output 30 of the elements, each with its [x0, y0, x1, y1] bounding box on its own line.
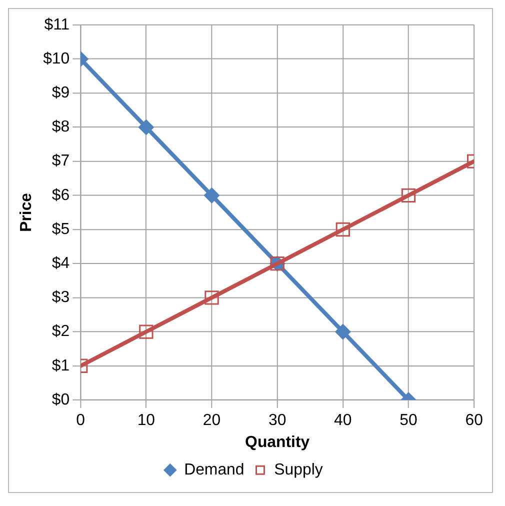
point: [335, 324, 351, 340]
y-tick-label: $2: [52, 323, 70, 340]
x-tick-label: 10: [137, 412, 156, 429]
y-tick-label: $7: [52, 152, 70, 170]
y-tick-label: $9: [52, 84, 70, 102]
x-tick-label: 60: [465, 412, 484, 429]
x-tick-label: 20: [202, 412, 221, 429]
y-tick-label: $11: [44, 16, 70, 34]
point: [401, 188, 416, 202]
x-tick-label: 30: [268, 412, 286, 429]
point: [204, 188, 220, 204]
y-tick-label: $4: [52, 254, 70, 272]
y-tick-label: $1: [52, 357, 70, 374]
y-tick-label: $8: [52, 118, 70, 136]
point: [336, 222, 350, 237]
x-tick-label: 0: [76, 412, 86, 429]
x-axis-title: Quantity: [245, 434, 310, 451]
y-tick-label: $0: [52, 391, 70, 408]
y-tick-label: $6: [52, 186, 70, 204]
legend-label: Demand: [184, 461, 244, 478]
y-tick-label: $10: [43, 50, 70, 68]
x-tick-label: 50: [400, 412, 418, 429]
point: [204, 290, 219, 305]
point: [138, 120, 154, 135]
legend-label: Supply: [274, 461, 323, 478]
y-tick-label: $5: [52, 220, 70, 238]
y-axis-title: Price: [18, 192, 35, 232]
y-tick-label: $3: [52, 289, 70, 306]
point: [139, 324, 154, 339]
x-tick-label: 40: [334, 412, 352, 429]
